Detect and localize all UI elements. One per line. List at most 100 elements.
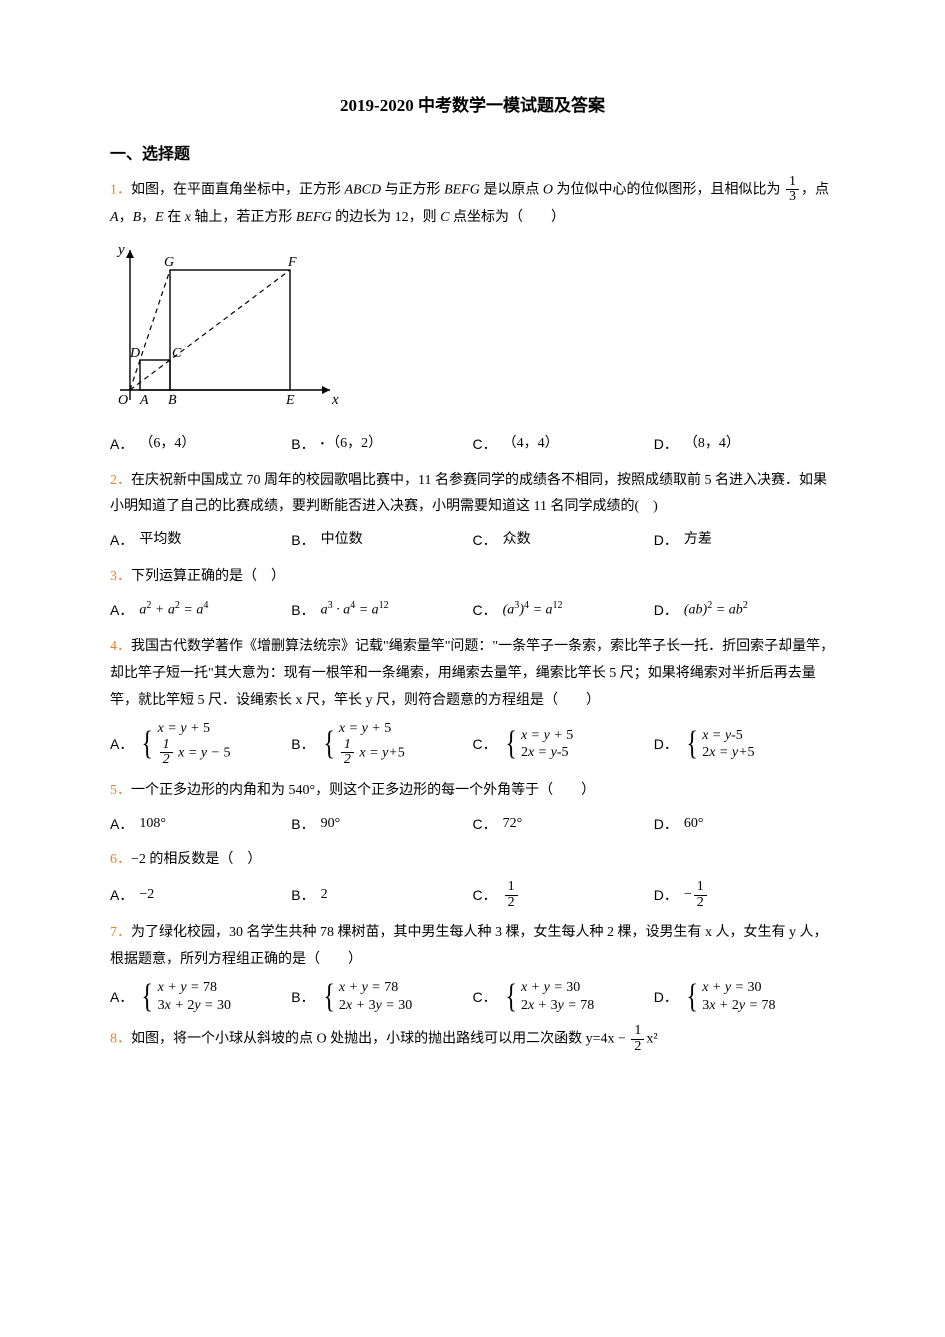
q8-frac: 12 (631, 1024, 644, 1054)
q4-sys-b: {x = y + 512 x = y+5 (321, 720, 405, 768)
q2-opt-c: C．众数 (473, 527, 654, 554)
q4-opt-b: B． {x = y + 512 x = y+5 (291, 720, 472, 768)
q8-number: 8． (110, 1032, 131, 1047)
svg-text:C: C (172, 346, 182, 361)
q2-stem: 2．在庆祝新中国成立 70 周年的校园歌唱比赛中，11 名参赛同学的成绩各不相同… (110, 468, 835, 521)
dot: • (321, 435, 325, 454)
q6-options: A．−2 B．2 C． 12 D．−12 (110, 880, 835, 910)
q7-sys-b: {x + y = 782x + 3y = 30 (321, 979, 413, 1014)
svg-text:B: B (168, 393, 177, 408)
q1-t6: 在 (164, 210, 185, 225)
q4-opt-a: A． {x = y + 512 x = y − 5 (110, 720, 291, 768)
opt-label-c: C． (473, 984, 497, 1011)
q1-t5: ，点 (801, 182, 829, 197)
q1-opt-d: D．（8，4） (654, 431, 835, 458)
q5-text: 一个正多边形的内角和为 540°，则这个正多边形的每一个外角等于（ ） (131, 783, 595, 798)
q8-text-a: 如图，将一个小球从斜坡的点 O 处抛出，小球的抛出路线可以用二次函数 y=4x … (131, 1032, 629, 1047)
opt-label-a: A． (110, 984, 133, 1011)
q1-t7: 轴上，若正方形 (191, 210, 296, 225)
q3-opt-b-math: a3 · a4 = a12 (321, 596, 389, 624)
q5-opt-b-text: 90° (321, 811, 341, 838)
q1-svg: y x O A B E D C G F (110, 240, 340, 415)
q6-text: −2 的相反数是（ ） (131, 852, 261, 867)
q1-a: A (110, 210, 119, 225)
q3-opt-a-math: a2 + a2 = a4 (139, 596, 208, 624)
q4-opt-d: D． {x = y-52x = y+5 (654, 720, 835, 768)
q1-opt-b: B．•（6，2） (291, 431, 472, 458)
q2-options: A．平均数 B．中位数 C．众数 D．方差 (110, 527, 835, 554)
q6-opt-c-frac: 12 (505, 880, 518, 910)
opt-label-c: C． (473, 597, 497, 624)
q1-opt-a: A．（6，4） (110, 431, 291, 458)
q6-stem: 6．−2 的相反数是（ ） (110, 847, 835, 874)
q2-opt-d-text: 方差 (684, 527, 712, 554)
q7-opt-b: B． {x + y = 782x + 3y = 30 (291, 979, 472, 1014)
opt-label-b: B． (291, 811, 314, 838)
q3-options: A．a2 + a2 = a4 B．a3 · a4 = a12 C．(a3)4 =… (110, 596, 835, 624)
svg-text:D: D (129, 346, 140, 361)
opt-label-c: C． (473, 882, 497, 909)
opt-label-d: D． (654, 811, 678, 838)
q5-number: 5． (110, 783, 131, 798)
q2-opt-a: A．平均数 (110, 527, 291, 554)
q1-c2: ， (141, 210, 155, 225)
opt-label-c: C． (473, 431, 497, 458)
q6-number: 6． (110, 852, 131, 867)
svg-text:G: G (164, 255, 174, 270)
opt-label-d: D． (654, 731, 678, 758)
q1-number: 1． (110, 182, 131, 197)
svg-text:O: O (118, 393, 128, 408)
q4-number: 4． (110, 639, 131, 654)
opt-label-a: A． (110, 431, 133, 458)
q6-opt-b: B．2 (291, 880, 472, 910)
q6-opt-a: A．−2 (110, 880, 291, 910)
q6-opt-d: D．−12 (654, 880, 835, 910)
q5-options: A．108° B． 90° C．72° D．60° (110, 811, 835, 838)
svg-text:x: x (331, 392, 339, 408)
q7-opt-d: D． {x + y = 303x + 2y = 78 (654, 979, 835, 1014)
opt-label-a: A． (110, 811, 133, 838)
q2-text: 在庆祝新中国成立 70 周年的校园歌唱比赛中，11 名参赛同学的成绩各不相同，按… (110, 473, 827, 515)
q8-stem: 8．如图，将一个小球从斜坡的点 O 处抛出，小球的抛出路线可以用二次函数 y=4… (110, 1024, 835, 1054)
q3-opt-c-math: (a3)4 = a12 (503, 596, 563, 624)
q2-opt-c-text: 众数 (503, 527, 531, 554)
opt-label-b: B． (291, 731, 314, 758)
q4-text: 我国古代数学著作《增删算法统宗》记载"绳索量竿"问题："一条竿子一条索，索比竿子… (110, 639, 834, 707)
q5-opt-a: A．108° (110, 811, 291, 838)
q7-text: 为了绿化校园，30 名学生共种 78 棵树苗，其中男生每人种 3 棵，女生每人种… (110, 925, 828, 967)
opt-label-d: D． (654, 984, 678, 1011)
q1-t1: 如图，在平面直角坐标中，正方形 (131, 182, 345, 197)
q4-opt-c: C． {x = y + 52x = y-5 (473, 720, 654, 768)
q1-ratio-frac: 13 (786, 175, 799, 205)
opt-label-a: A． (110, 527, 133, 554)
q4-options: A． {x = y + 512 x = y − 5 B． {x = y + 51… (110, 720, 835, 768)
page-title: 2019-2020 中考数学一模试题及答案 (110, 90, 835, 122)
opt-label-c: C． (473, 527, 497, 554)
q3-opt-d-math: (ab)2 = ab2 (684, 596, 748, 624)
q5-opt-c: C．72° (473, 811, 654, 838)
q1-opt-b-text: （6，2） (326, 431, 382, 458)
section-heading-1: 一、选择题 (110, 140, 835, 170)
q3-number: 3． (110, 569, 131, 584)
q1-t9: 点坐标为（ ） (450, 210, 566, 225)
q4-sys-d: {x = y-52x = y+5 (684, 727, 755, 762)
q1-t3: 是以原点 (480, 182, 543, 197)
q1-befg2: BEFG (296, 210, 332, 225)
q7-sys-d: {x + y = 303x + 2y = 78 (684, 979, 776, 1014)
q5-opt-d: D．60° (654, 811, 835, 838)
q7-sys-c: {x + y = 302x + 3y = 78 (503, 979, 595, 1014)
q7-options: A． {x + y = 783x + 2y = 30 B． {x + y = 7… (110, 979, 835, 1014)
q1-c: C (440, 210, 449, 225)
q1-t4: 为位似中心的位似图形，且相似比为 (553, 182, 781, 197)
svg-text:F: F (287, 255, 297, 270)
q8-text-b: x² (646, 1032, 657, 1047)
svg-text:y: y (116, 242, 125, 258)
q1-b: B (133, 210, 142, 225)
opt-label-c: C． (473, 811, 497, 838)
q1-abcd: ABCD (345, 182, 382, 197)
opt-label-b: B． (291, 527, 314, 554)
q7-opt-c: C． {x + y = 302x + 3y = 78 (473, 979, 654, 1014)
q1-o: O (543, 182, 553, 197)
q4-sys-c: {x = y + 52x = y-5 (503, 727, 574, 762)
opt-label-d: D． (654, 882, 678, 909)
